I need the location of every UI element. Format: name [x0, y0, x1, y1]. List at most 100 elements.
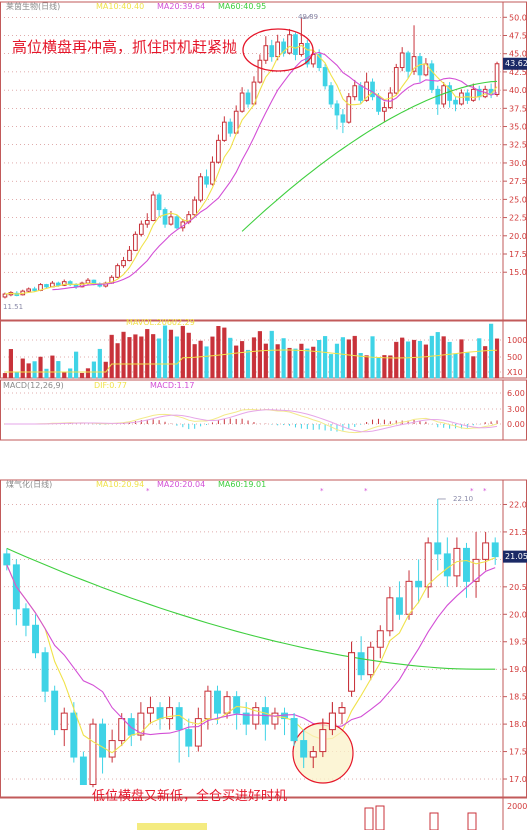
candle-body — [221, 121, 227, 141]
top-annotation: 高位横盘再冲高，抓住时机赶紧抛 — [12, 38, 238, 56]
volume-bar — [151, 334, 156, 379]
y-tick-label: 25.0 — [509, 195, 527, 204]
candle-body — [287, 34, 292, 54]
volume-bar — [145, 329, 150, 379]
candle-body — [352, 85, 358, 98]
candle-body — [32, 624, 39, 654]
y-tick-label: 20.0 — [509, 610, 527, 619]
dif-line — [5, 408, 498, 434]
dea-line — [5, 409, 498, 433]
candle-body — [281, 41, 286, 54]
candle-body — [137, 712, 145, 736]
candle-body — [364, 81, 369, 101]
candle-body — [168, 216, 174, 225]
volume-bar — [222, 327, 227, 379]
bottom-chart-panel: 22.021.521.020.520.019.519.018.518.017.5… — [0, 479, 527, 830]
volume-bar — [251, 337, 257, 379]
volume-bar — [32, 361, 37, 379]
candle-body — [399, 52, 405, 69]
candle-body — [156, 707, 164, 720]
candle-body — [166, 707, 174, 720]
candle-body — [2, 293, 8, 298]
volume-bar — [62, 372, 67, 379]
candle-body — [44, 284, 49, 288]
legend-ma10: MA10:20.94 — [96, 480, 144, 489]
candle-body — [459, 92, 464, 105]
candle-body — [108, 740, 116, 758]
macd-tick-label: 6.00 — [507, 389, 525, 398]
candle-body — [60, 712, 68, 731]
ma20-line — [6, 564, 496, 736]
candle-body — [300, 740, 308, 758]
candle-body — [55, 282, 61, 286]
candle-body — [405, 52, 411, 72]
candle-body — [370, 81, 375, 98]
volume-legend: MAVOL:20602.29 — [126, 318, 195, 327]
volume-bar — [388, 355, 393, 379]
candle-body — [192, 199, 198, 216]
candle-body — [376, 96, 381, 112]
candle-body — [328, 85, 334, 105]
candle-body — [441, 85, 447, 105]
volume-bar — [269, 330, 274, 379]
volume-bar — [375, 805, 385, 830]
volume-bar — [192, 344, 197, 379]
candle-body — [227, 121, 233, 134]
volume-tick-label: 1000 — [507, 336, 527, 345]
legend-ma20: MA20:39.64 — [157, 2, 205, 11]
y-tick-label: 20.5 — [509, 583, 527, 592]
candle-body — [194, 718, 202, 747]
y-tick-label: 47.5 — [509, 31, 527, 40]
legend-ma60: MA60:19.01 — [218, 480, 266, 489]
y-tick-label: 22.5 — [509, 214, 527, 223]
candle-body — [79, 756, 87, 786]
bottom-chart-title: 煤气化(日线) — [6, 480, 53, 489]
candle-body — [138, 223, 144, 235]
volume-bar — [79, 372, 85, 379]
y-tick-label: 50.0 — [509, 13, 527, 22]
volume-bar — [364, 807, 374, 830]
y-tick-label: 35.0 — [509, 123, 527, 132]
candle-body — [146, 707, 154, 714]
bottom-last-price-tag: 21.05 — [505, 551, 527, 561]
volume-bar — [74, 351, 79, 379]
top-chart-panel: 50.0 47.5 45.0 42.5 40.0 37.5 35.0 32.5 30.0 27.5… — [0, 1, 527, 441]
candle-body — [269, 45, 275, 58]
candle-body — [340, 114, 346, 123]
volume-bar — [364, 355, 369, 379]
candle-body — [99, 723, 107, 758]
candle-body — [204, 690, 212, 720]
y-tick-label: 20.0 — [509, 232, 527, 241]
volume-bar — [429, 335, 434, 379]
volume-bar — [8, 349, 13, 379]
volume-bar — [423, 344, 428, 379]
volume-bar — [204, 346, 209, 379]
volume-bar — [483, 346, 488, 379]
volume-bar — [26, 363, 31, 379]
y-tick-label: 19.0 — [509, 665, 527, 674]
ma10-line — [4, 44, 498, 295]
candle-body — [70, 712, 78, 758]
volume-bar — [459, 339, 464, 379]
star-marker: * — [364, 487, 368, 495]
volume-bar — [441, 336, 446, 379]
volume-bar — [91, 361, 96, 379]
candle-body — [309, 751, 317, 758]
volume-bar — [467, 812, 477, 830]
star-marker: * — [320, 487, 324, 495]
last-price-bg — [503, 550, 527, 563]
candle-body — [175, 707, 183, 731]
candle-body — [348, 652, 356, 692]
candle-body — [463, 547, 470, 582]
candle-body — [395, 597, 403, 615]
candle-body — [233, 696, 241, 714]
candle-body — [434, 542, 442, 555]
volume-bar — [477, 338, 482, 379]
candle-body — [310, 53, 316, 65]
volume-bar — [358, 353, 363, 379]
y-tick-label: 21.5 — [509, 528, 527, 537]
volume-bar — [281, 338, 286, 379]
volume-bar — [394, 341, 399, 379]
candle-body — [316, 53, 322, 69]
